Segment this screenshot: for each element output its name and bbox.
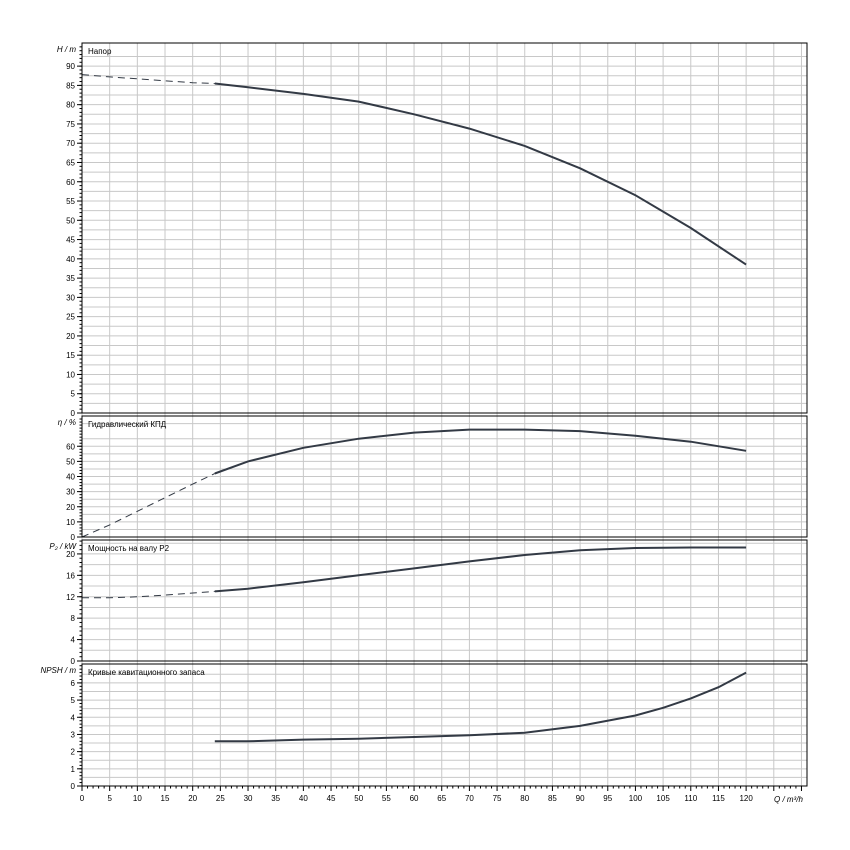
y-tick-label: 0 [71,657,76,666]
x-tick-label: 70 [465,794,474,803]
x-tick-label: 35 [271,794,280,803]
y-tick-label: 16 [66,571,75,580]
y-tick-label: 4 [71,713,76,722]
panel-frame [81,42,808,414]
performance-curve [214,546,747,593]
x-tick-label: 45 [327,794,336,803]
y-tick-label: 8 [71,614,76,623]
y-tick-label: 30 [66,293,75,302]
panel-title: Кривые кавитационного запаса [88,668,205,677]
x-tick-label: 25 [216,794,225,803]
y-tick-label: 0 [71,533,76,542]
extrapolated-curve [82,590,215,599]
label-layer: Q / m³/h 0 5 10 15 20 25 30 35 40 45 50 55 60 65 70 75 8… [40,45,803,804]
x-tick-label: 5 [107,794,112,803]
y-tick-label: 30 [66,488,75,497]
y-tick-label: 40 [66,473,75,482]
y-tick-label: 65 [66,158,75,167]
y-tick-label: 85 [66,81,75,90]
y-tick-label: 1 [71,765,76,774]
y-tick-label: 50 [66,457,75,466]
axis-layer [77,42,808,791]
y-tick-label: 80 [66,101,75,110]
y-tick-label: 60 [66,178,75,187]
x-tick-label: 110 [684,794,697,803]
y-tick-label: 20 [66,550,75,559]
y-tick-label: 70 [66,139,75,148]
x-tick-label: 30 [244,794,253,803]
y-tick-label: 75 [66,120,75,129]
y-tick-label: 60 [66,442,75,451]
performance-curve [214,82,747,266]
y-tick-label: 3 [71,730,76,739]
y-tick-label: 40 [66,255,75,264]
x-tick-label: 60 [410,794,419,803]
x-tick-label: 65 [437,794,446,803]
x-tick-label: 20 [188,794,197,803]
x-tick-label: 95 [603,794,612,803]
x-tick-label: 40 [299,794,308,803]
y-tick-label: 10 [66,518,75,527]
performance-curve [214,428,747,475]
y-tick-label: 10 [66,370,75,379]
y-tick-label: 90 [66,62,75,71]
x-tick-label: 80 [520,794,529,803]
x-tick-label: 10 [133,794,142,803]
x-axis-label: Q / m³/h [774,795,803,804]
y-axis-label: P₂ / kW [49,542,77,551]
y-tick-label: 2 [71,748,76,757]
x-tick-label: 15 [161,794,170,803]
panel-title: Напор [88,47,112,56]
x-tick-label: 120 [739,794,753,803]
y-axis-label: NPSH / m [40,666,76,675]
curve-layer [81,74,747,743]
x-tick-label: 115 [712,794,725,803]
panel-title: Мощность на валу P2 [88,544,170,553]
y-tick-label: 12 [66,593,75,602]
y-tick-label: 5 [71,696,76,705]
x-tick-label: 75 [493,794,502,803]
y-tick-label: 0 [71,409,76,418]
y-axis-label: η / % [58,418,76,427]
grid-layer [81,43,807,787]
y-tick-label: 0 [71,782,76,791]
y-tick-label: 5 [71,390,76,399]
x-tick-label: 0 [80,794,85,803]
y-tick-label: 35 [66,274,75,283]
x-tick-label: 90 [576,794,585,803]
extrapolated-curve [81,74,215,84]
x-tick-label: 55 [382,794,391,803]
y-axis-label: H / m [57,45,76,54]
x-tick-label: 105 [656,794,670,803]
panel-frame [81,663,808,787]
y-tick-label: 15 [66,351,75,360]
y-tick-label: 20 [66,332,75,341]
y-tick-label: 6 [71,679,76,688]
y-tick-label: 55 [66,197,75,206]
extrapolated-curve [81,473,216,538]
y-tick-label: 20 [66,503,75,512]
x-tick-label: 100 [629,794,643,803]
y-tick-label: 4 [71,636,76,645]
x-tick-label: 50 [354,794,363,803]
x-tick-label: 85 [548,794,557,803]
y-tick-label: 25 [66,313,75,322]
panel-title: Гидравлический КПД [88,420,167,429]
y-tick-label: 50 [66,216,75,225]
performance-curve [214,671,747,743]
y-tick-label: 45 [66,236,75,245]
panel-frame [81,539,808,662]
